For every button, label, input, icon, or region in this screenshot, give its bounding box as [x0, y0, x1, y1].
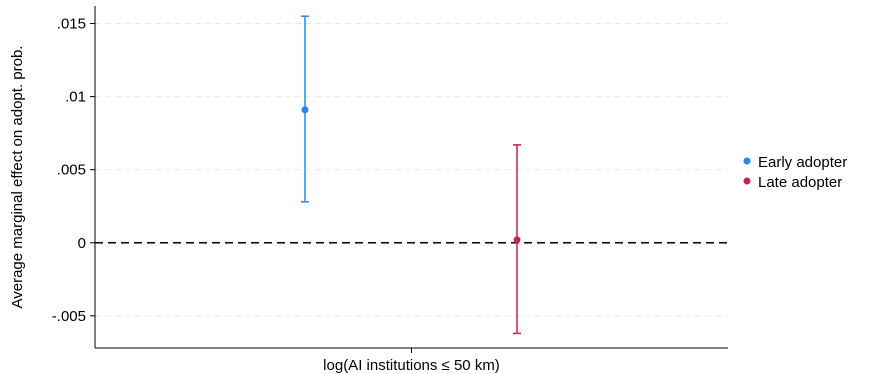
legend-label-late-adopter: Late adopter: [758, 174, 842, 191]
late-adopter-point: [513, 236, 521, 244]
y-tick-label: .015: [57, 16, 86, 33]
grid-lines: [95, 23, 728, 317]
y-axis-ticks: -.005 0 .005 .01 .015: [52, 16, 412, 353]
y-tick-label: 0: [78, 235, 86, 252]
legend-label-early-adopter: Early adopter: [758, 154, 847, 171]
data-marks: [301, 15, 521, 335]
early-adopter-point: [301, 106, 309, 114]
y-tick-label: .01: [65, 89, 86, 106]
legend-marker-early-adopter: [743, 157, 751, 165]
legend-marker-late-adopter: [743, 177, 751, 185]
y-axis-label: Average marginal effect on adopt. prob.: [9, 46, 26, 309]
x-axis-label: log(AI institutions ≤ 50 km): [323, 357, 500, 374]
y-tick-label: .005: [57, 162, 86, 179]
legend: Early adopter Late adopter: [743, 154, 847, 191]
y-tick-label: -.005: [52, 308, 86, 325]
